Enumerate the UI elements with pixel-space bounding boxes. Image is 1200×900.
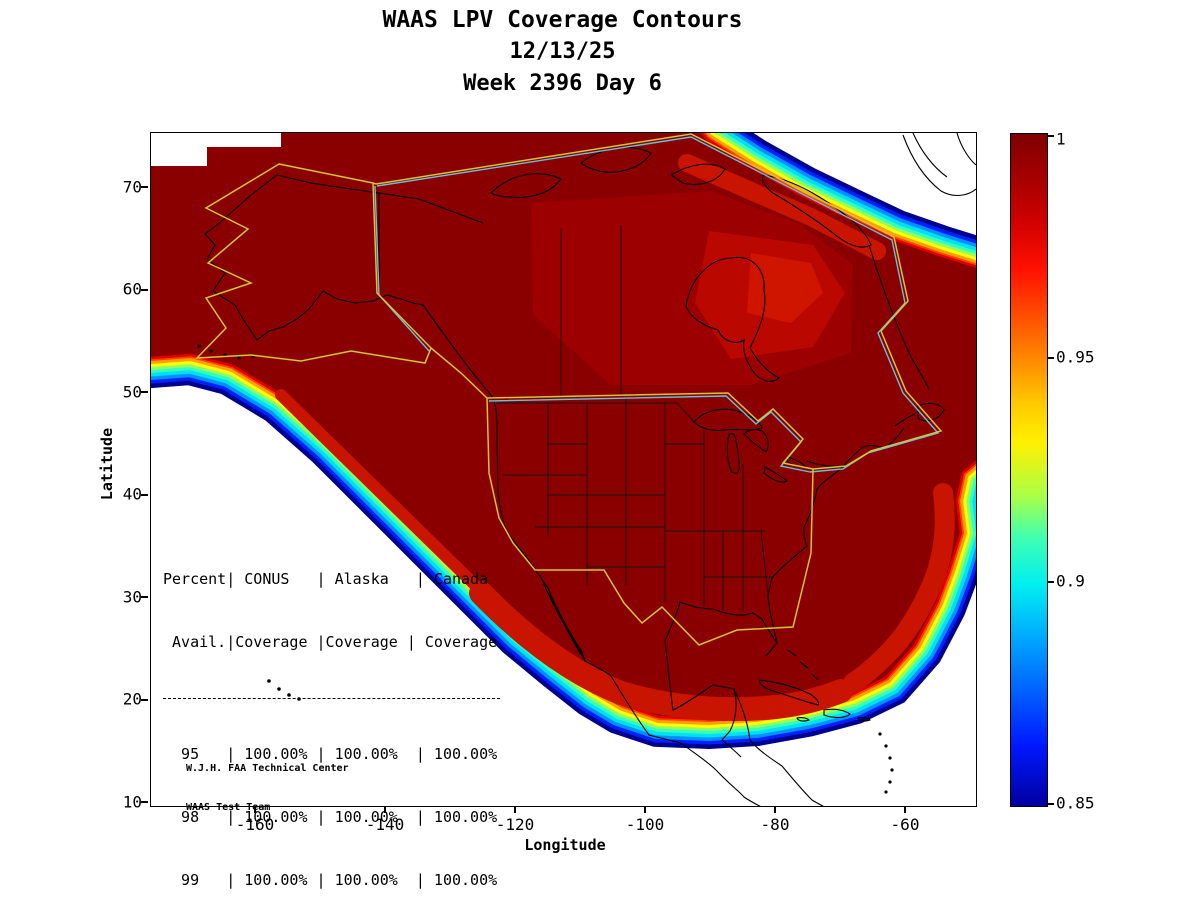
coastlines bbox=[197, 133, 976, 806]
coverage-map-canvas bbox=[151, 133, 976, 806]
coverage-table-divider bbox=[163, 698, 500, 699]
service-volume-boundaries bbox=[195, 133, 943, 646]
x-axis-label: Longitude bbox=[524, 836, 606, 854]
x-tick-label: -160 bbox=[235, 815, 275, 834]
x-tick-label: -140 bbox=[365, 815, 405, 834]
coverage-step-notches bbox=[151, 133, 281, 166]
y-tick-label: 50 bbox=[122, 382, 142, 402]
colorbar-tick bbox=[1048, 803, 1054, 805]
y-tick bbox=[141, 186, 148, 188]
x-tick-label: -120 bbox=[495, 815, 535, 834]
x-tick bbox=[774, 806, 776, 813]
y-tick bbox=[141, 596, 148, 598]
coverage-table-row: 95 | 100.00% | 100.00% | 100.00% bbox=[163, 745, 498, 763]
title-block: WAAS LPV Coverage Contours 12/13/25 Week… bbox=[150, 4, 975, 100]
conus-boundary bbox=[486, 392, 814, 646]
island-dots bbox=[197, 344, 894, 794]
canada-boundary bbox=[372, 133, 943, 470]
colorbar-tick bbox=[1048, 581, 1054, 583]
coverage-table-header-1: Percent| CONUS | Alaska | Canada bbox=[163, 570, 489, 588]
attribution-line-2: WAAS Test Team bbox=[186, 802, 271, 813]
page-title: WAAS LPV Coverage Contours bbox=[382, 7, 743, 33]
colorbar-tick bbox=[1048, 135, 1054, 137]
colorbar-tick-label: 0.9 bbox=[1056, 571, 1085, 591]
y-tick bbox=[141, 801, 148, 803]
map-plot-area bbox=[150, 132, 977, 807]
coverage-table: Percent| CONUS | Alaska | Canada Avail.|… bbox=[163, 527, 500, 900]
y-tick-label: 30 bbox=[122, 587, 142, 607]
attribution-line-1: W.J.H. FAA Technical Center bbox=[186, 763, 349, 774]
y-tick bbox=[141, 391, 148, 393]
title-date: 12/13/25 bbox=[509, 39, 616, 64]
colorbar-tick-label: 0.95 bbox=[1056, 347, 1095, 367]
x-tick bbox=[644, 806, 646, 813]
x-tick-label: -60 bbox=[890, 815, 920, 834]
x-tick bbox=[254, 806, 256, 813]
x-tick-label: -100 bbox=[625, 815, 665, 834]
y-tick-label: 60 bbox=[122, 279, 142, 299]
alaska-boundary bbox=[195, 163, 432, 364]
attribution: W.J.H. FAA Technical Center WAAS Test Te… bbox=[186, 736, 349, 840]
y-tick-label: 40 bbox=[122, 484, 142, 504]
x-tick bbox=[384, 806, 386, 813]
y-tick-label: 10 bbox=[122, 792, 142, 812]
colorbar-tick bbox=[1048, 357, 1054, 359]
coverage-table-row: 98 | 100.00% | 100.00% | 100.00% bbox=[163, 808, 498, 826]
title-week-day: Week 2396 Day 6 bbox=[463, 71, 662, 96]
x-tick bbox=[904, 806, 906, 813]
colorbar-tick-label: 1 bbox=[1056, 129, 1066, 149]
cyan-boundary-lines bbox=[374, 136, 940, 473]
y-tick bbox=[141, 289, 148, 291]
y-tick bbox=[141, 494, 148, 496]
colorbar bbox=[1010, 133, 1048, 807]
y-tick-label: 70 bbox=[122, 177, 142, 197]
x-tick bbox=[514, 806, 516, 813]
y-tick-label: 20 bbox=[122, 689, 142, 709]
y-axis-label: Latitude bbox=[98, 427, 116, 501]
y-tick bbox=[141, 699, 148, 701]
inner-contour-bands bbox=[275, 154, 955, 722]
coverage-table-row: 99 | 100.00% | 100.00% | 100.00% bbox=[163, 871, 498, 889]
colorbar-tick-label: 0.85 bbox=[1056, 793, 1095, 813]
x-tick-label: -80 bbox=[760, 815, 790, 834]
coverage-table-header-2: Avail.|Coverage |Coverage | Coverage bbox=[163, 633, 498, 651]
